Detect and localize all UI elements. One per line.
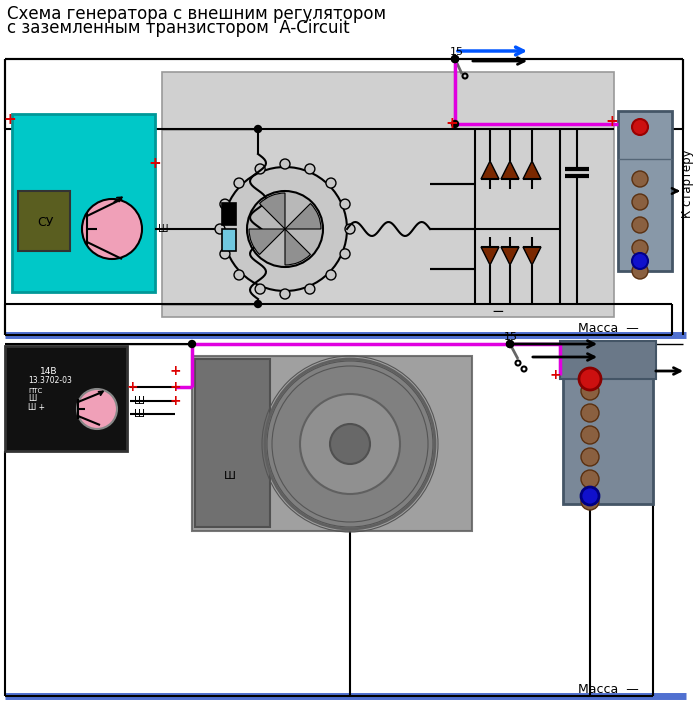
Circle shape xyxy=(82,199,142,259)
Circle shape xyxy=(340,249,350,259)
Circle shape xyxy=(632,253,648,269)
Text: 15: 15 xyxy=(450,47,464,57)
Circle shape xyxy=(632,119,648,135)
Circle shape xyxy=(215,224,225,234)
Circle shape xyxy=(280,289,290,299)
Polygon shape xyxy=(501,161,519,179)
Polygon shape xyxy=(481,161,499,179)
Text: Схема генератора с внешним регулятором: Схема генератора с внешним регулятором xyxy=(7,5,386,23)
Text: Ш +: Ш + xyxy=(28,403,45,412)
Bar xyxy=(192,356,472,531)
Bar xyxy=(563,342,653,504)
Text: 14В: 14В xyxy=(40,367,58,376)
Circle shape xyxy=(234,270,244,280)
Circle shape xyxy=(305,284,315,294)
Circle shape xyxy=(632,217,648,233)
Circle shape xyxy=(234,178,244,188)
Text: Масса  —: Масса — xyxy=(578,322,639,335)
Circle shape xyxy=(220,199,230,209)
Text: с заземленным транзистором  A-Circuit: с заземленным транзистором A-Circuit xyxy=(7,19,349,37)
Bar xyxy=(222,229,236,251)
Text: +: + xyxy=(3,111,17,127)
Text: К стартеру: К стартеру xyxy=(681,150,693,219)
Circle shape xyxy=(632,263,648,279)
Text: ПТС: ПТС xyxy=(28,388,42,394)
Wedge shape xyxy=(285,203,321,229)
Circle shape xyxy=(452,55,459,63)
Bar xyxy=(12,114,155,292)
Text: +: + xyxy=(149,157,161,172)
Circle shape xyxy=(452,121,459,127)
Circle shape xyxy=(305,164,315,174)
Bar xyxy=(195,359,270,527)
Circle shape xyxy=(507,341,514,347)
Bar xyxy=(5,346,127,451)
Circle shape xyxy=(581,448,599,466)
Bar xyxy=(618,111,672,271)
Text: 13.3702-03: 13.3702-03 xyxy=(28,376,72,385)
Text: +: + xyxy=(445,116,459,131)
Circle shape xyxy=(255,164,265,174)
Circle shape xyxy=(340,199,350,209)
Bar xyxy=(560,341,656,379)
Text: +: + xyxy=(169,380,181,394)
Text: Ш: Ш xyxy=(158,224,168,234)
Circle shape xyxy=(579,368,601,390)
Text: Ш: Ш xyxy=(134,396,145,406)
Bar xyxy=(162,72,614,317)
Text: СУ: СУ xyxy=(37,216,53,229)
Circle shape xyxy=(581,404,599,422)
Circle shape xyxy=(255,301,262,308)
Wedge shape xyxy=(285,229,310,265)
Circle shape xyxy=(581,487,599,505)
Polygon shape xyxy=(523,247,541,265)
Circle shape xyxy=(255,126,262,132)
Circle shape xyxy=(189,341,196,347)
Circle shape xyxy=(300,394,400,494)
Circle shape xyxy=(632,171,648,187)
Circle shape xyxy=(326,178,336,188)
Polygon shape xyxy=(523,161,541,179)
Text: Ш: Ш xyxy=(224,471,236,481)
Circle shape xyxy=(345,224,355,234)
Circle shape xyxy=(255,284,265,294)
Text: +: + xyxy=(169,364,181,378)
Circle shape xyxy=(77,389,117,429)
Circle shape xyxy=(280,159,290,169)
Text: 15: 15 xyxy=(504,332,518,342)
Circle shape xyxy=(330,424,370,464)
Circle shape xyxy=(247,191,323,267)
Text: +: + xyxy=(549,368,561,382)
Circle shape xyxy=(220,249,230,259)
Bar xyxy=(18,191,70,251)
Circle shape xyxy=(581,382,599,400)
Polygon shape xyxy=(481,247,499,265)
Circle shape xyxy=(581,492,599,510)
Circle shape xyxy=(632,194,648,210)
Text: +: + xyxy=(169,394,181,408)
Circle shape xyxy=(223,167,347,291)
Text: −: − xyxy=(491,303,505,319)
Wedge shape xyxy=(260,193,285,229)
Text: Масса  —: Масса — xyxy=(578,683,639,696)
Circle shape xyxy=(452,57,457,62)
Bar xyxy=(222,203,236,225)
Polygon shape xyxy=(501,247,519,265)
Wedge shape xyxy=(249,229,285,255)
Circle shape xyxy=(452,55,459,63)
Circle shape xyxy=(265,359,435,529)
Circle shape xyxy=(507,341,514,347)
Circle shape xyxy=(632,240,648,256)
Circle shape xyxy=(326,270,336,280)
Text: +: + xyxy=(606,114,618,129)
Circle shape xyxy=(581,470,599,488)
Circle shape xyxy=(581,426,599,444)
Text: Ш: Ш xyxy=(134,409,145,419)
Text: +: + xyxy=(126,380,138,394)
Text: Ш: Ш xyxy=(28,394,36,403)
